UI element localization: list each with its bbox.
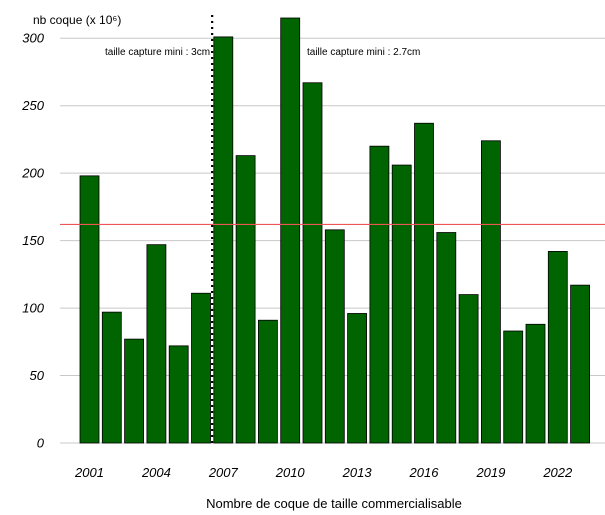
bar-2018 — [458, 294, 479, 444]
x-tick-label: 2001 — [74, 465, 104, 480]
bar-2007 — [213, 36, 234, 444]
y-tick-label: 100 — [22, 301, 44, 316]
y-tick-label: 150 — [22, 233, 44, 248]
annotation-before: taille capture mini : 3cm — [105, 47, 210, 58]
bar-2004 — [146, 244, 167, 444]
y-axis-unit-label: nb coque (x 10⁶) — [33, 13, 121, 27]
bar-2019 — [480, 140, 501, 444]
bar-2012 — [324, 229, 345, 444]
bar-series — [79, 17, 590, 444]
bar-2013 — [347, 313, 368, 444]
x-tick-label: 2022 — [542, 465, 573, 480]
bar-2014 — [369, 145, 390, 444]
x-axis-label: Nombre de coque de taille commercialisab… — [206, 496, 462, 511]
bar-2001 — [79, 175, 100, 444]
x-tick-label: 2010 — [275, 465, 306, 480]
bar-2002 — [101, 311, 122, 444]
x-tick-label: 2016 — [409, 465, 440, 480]
bar-2021 — [525, 323, 546, 444]
bar-2015 — [391, 164, 412, 444]
bar-2020 — [503, 330, 524, 444]
x-tick-label: 2019 — [475, 465, 505, 480]
x-tick-label: 2004 — [141, 465, 171, 480]
y-tick-label: 300 — [22, 31, 44, 46]
bar-2023 — [570, 284, 590, 444]
x-axis-tick-labels: 2001 2004 2007 2010 2013 2016 2019 2022 — [74, 465, 573, 480]
bar-2011 — [302, 82, 323, 444]
annotation-after: taille capture mini : 2.7cm — [307, 47, 420, 58]
y-tick-label: 250 — [21, 98, 44, 113]
y-tick-label: 50 — [30, 368, 45, 383]
bar-2003 — [124, 338, 144, 444]
bar-2005 — [168, 345, 189, 444]
bar-2017 — [436, 232, 457, 444]
x-tick-label: 2007 — [208, 465, 239, 480]
y-tick-label: 200 — [21, 166, 44, 181]
x-tick-label: 2013 — [342, 465, 373, 480]
bar-2009 — [257, 319, 278, 444]
bar-2016 — [414, 122, 434, 444]
y-tick-label: 0 — [37, 436, 45, 451]
bar-2010 — [280, 17, 301, 444]
bar-2006 — [191, 292, 211, 444]
bar-2008 — [235, 155, 256, 444]
y-axis-tick-labels: 0 50 100 150 200 250 300 — [21, 31, 44, 451]
bar-2022 — [547, 251, 568, 444]
